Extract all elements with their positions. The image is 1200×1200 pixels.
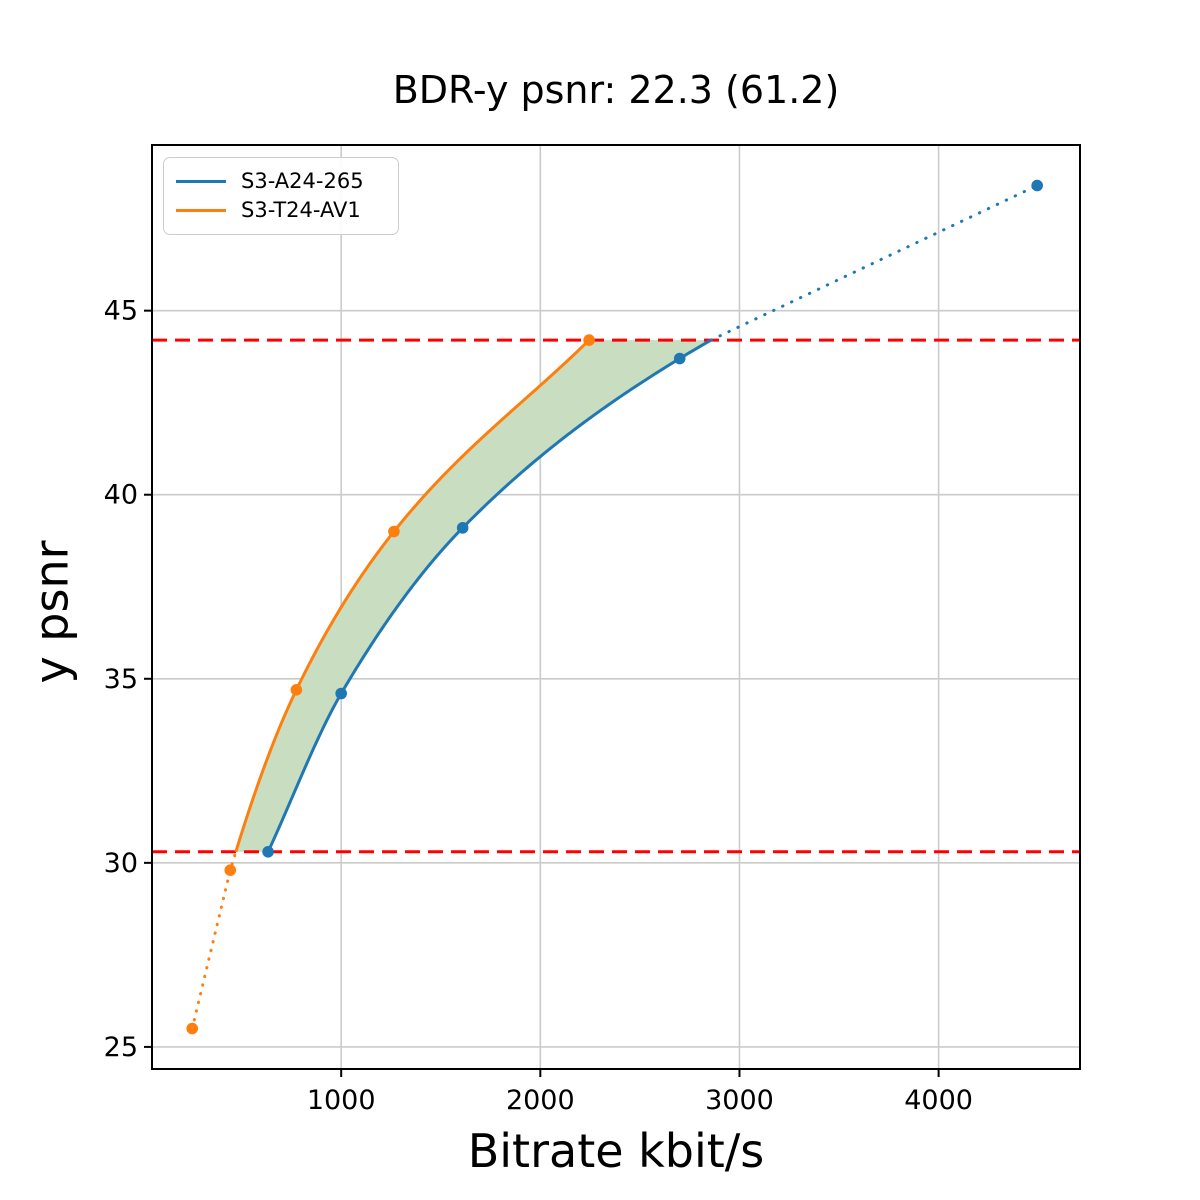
data-point-s3-t24-av1 [583,334,595,346]
series-dotted-s3-t24-av1 [190,850,238,1031]
data-point-s3-t24-av1 [186,1022,199,1035]
x-tick-label: 1000 [307,1085,376,1116]
plot-border [151,144,1081,1070]
x-tick-label: 3000 [705,1085,774,1116]
legend-label: S3-T24-AV1 [241,198,361,222]
data-point-s3-a24-265 [673,352,686,365]
y-tick-label: 35 [104,664,138,695]
data-point-s3-t24-av1 [290,684,303,696]
legend-line-sample [176,209,226,212]
legend-label: S3-A24-265 [241,169,364,193]
data-point-s3-t24-av1 [388,525,400,538]
data-point-s3-a24-265 [456,522,469,534]
y-tick-label: 45 [104,296,138,327]
x-tick-label: 4000 [904,1085,973,1116]
y-tick-label: 25 [104,1032,138,1063]
y-axis-label: y psnr [24,540,79,684]
y-tick-label: 30 [104,848,138,879]
data-point-s3-a24-265 [335,687,347,700]
data-point-s3-t24-av1 [224,864,237,877]
legend-item: S3-T24-AV1 [164,200,398,221]
series-line-s3-a24-265 [266,338,712,853]
data-point-s3-a24-265 [1031,179,1043,192]
legend-line-sample [176,180,226,183]
y-tick-label: 40 [104,480,138,511]
bd-shaded-region [235,340,712,852]
legend: S3-A24-265 S3-T24-AV1 [163,157,399,235]
x-axis-label: Bitrate kbit/s [467,1124,765,1178]
data-point-s3-a24-265 [262,846,274,858]
x-tick-label: 2000 [506,1085,575,1116]
legend-item: S3-A24-265 [164,171,398,192]
series-dotted-s3-a24-265 [709,183,1039,342]
chart-title: BDR-y psnr: 22.3 (61.2) [392,68,840,112]
